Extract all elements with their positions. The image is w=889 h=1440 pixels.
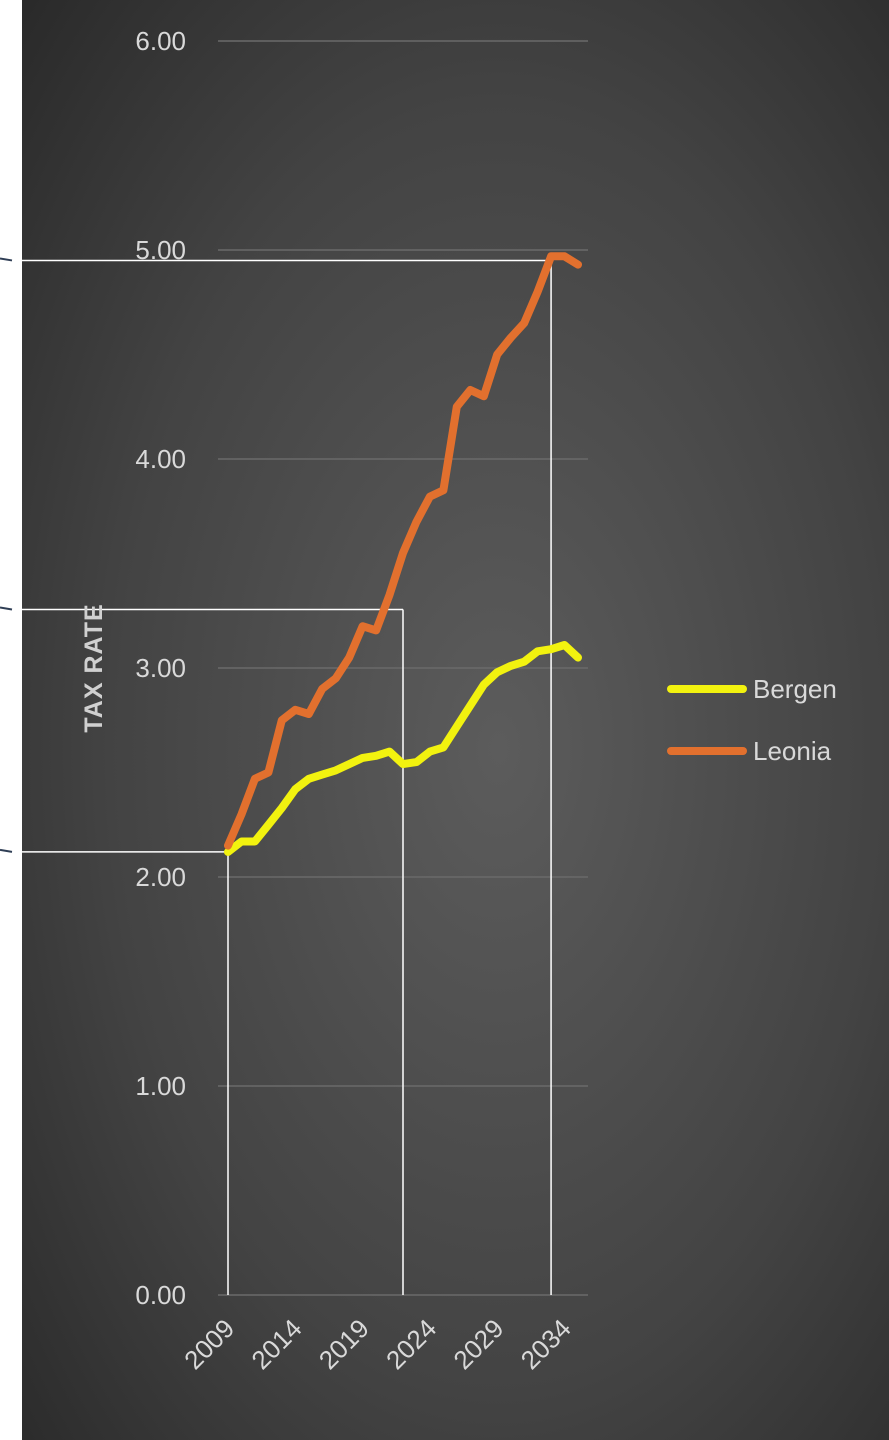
series: [224, 252, 582, 856]
series-line-bergen: [224, 641, 582, 856]
legend-label: Bergen: [753, 674, 837, 704]
guide-tick: [0, 848, 13, 853]
series-line-leonia: [224, 252, 582, 850]
legend-label: Leonia: [753, 736, 832, 766]
y-tick-label: 0.00: [135, 1280, 186, 1310]
guide-tick: [0, 257, 13, 262]
annotation-guides: [0, 257, 552, 1295]
y-tick-label: 2.00: [135, 862, 186, 892]
chart-background: [22, 0, 889, 1440]
y-tick-label: 5.00: [135, 235, 186, 265]
y-tick-label: 4.00: [135, 444, 186, 474]
y-axis-title: TAX RATE: [80, 603, 108, 732]
legend: Bergen Leonia: [667, 674, 837, 766]
y-tick-label: 1.00: [135, 1071, 186, 1101]
y-tick-label: 3.00: [135, 653, 186, 683]
y-tick-label: 6.00: [135, 26, 186, 56]
y-axis-ticks: 0.00 1.00 2.00 3.00 4.00 5.00 6.00: [135, 26, 186, 1310]
guide-tick: [0, 606, 13, 611]
